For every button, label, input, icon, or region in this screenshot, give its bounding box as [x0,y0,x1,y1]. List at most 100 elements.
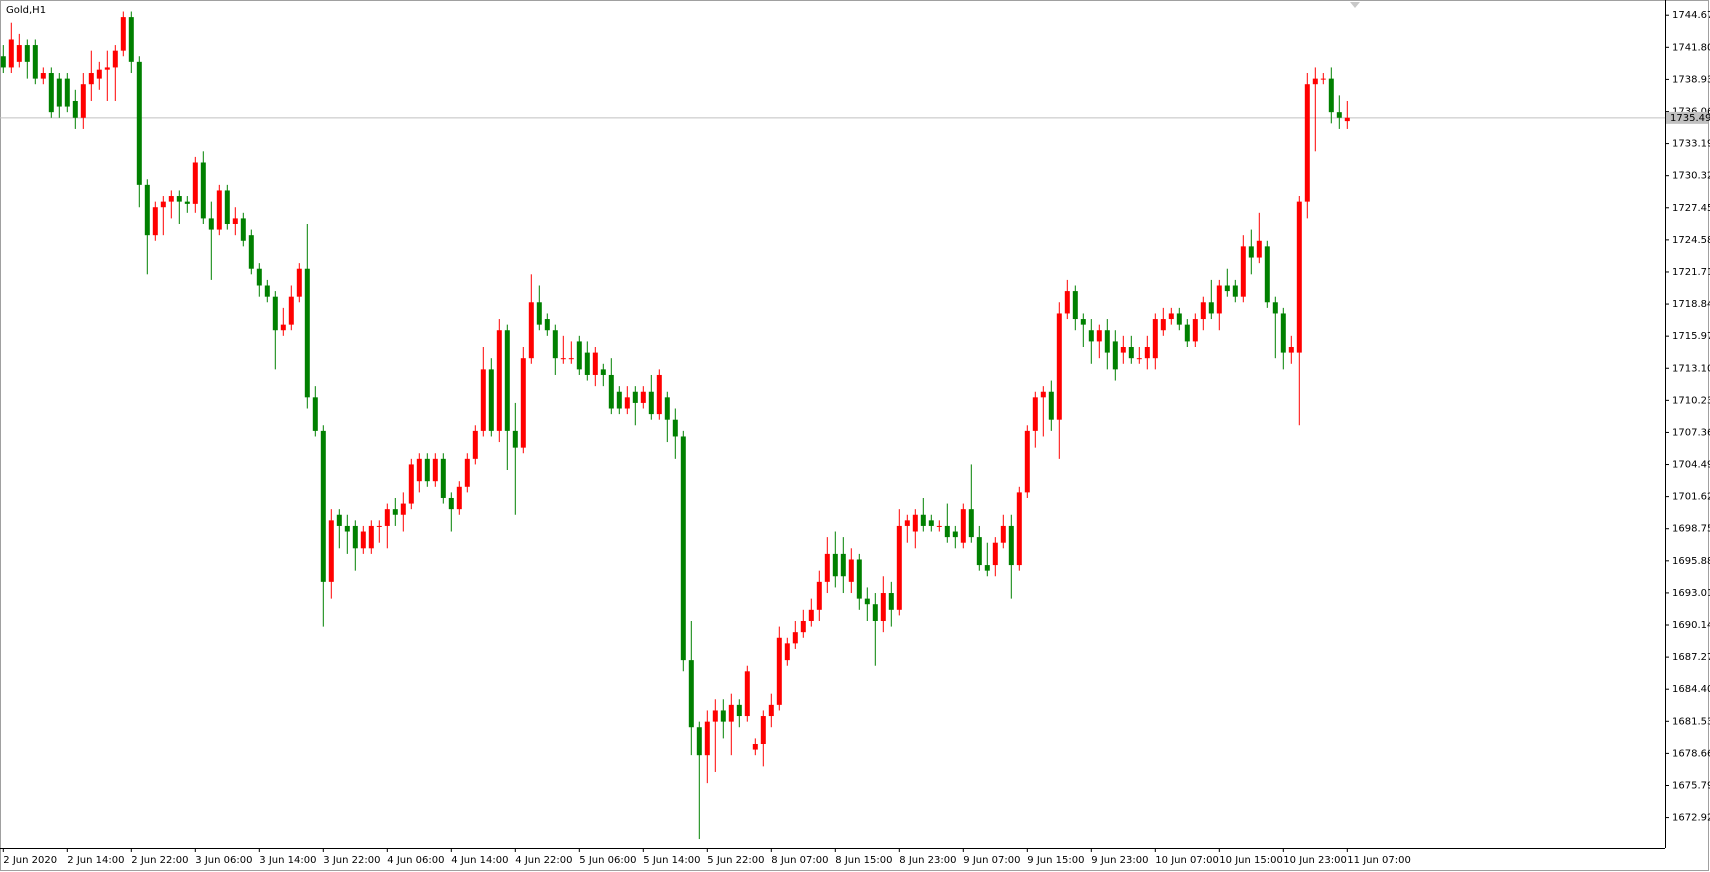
candle-body [776,637,782,705]
candle-body [320,430,326,582]
candle-body [296,268,302,297]
candle-body [160,201,166,208]
candle-body [832,553,838,577]
candle-body [544,319,550,331]
candle-body [1096,330,1102,342]
y-tick-label: 1721.71 [1672,267,1710,278]
candle-body [1344,117,1350,122]
candle-body [528,302,534,359]
candle-body [224,190,230,224]
y-tick-label: 1693.01 [1672,588,1710,599]
x-tick-label: 4 Jun 22:00 [515,855,572,866]
candle-body [304,268,310,398]
candle-body [24,45,30,62]
y-tick-label: 1730.32 [1672,171,1710,182]
candle-body [744,671,750,717]
x-tick-label: 8 Jun 23:00 [899,855,956,866]
candle-body [264,285,270,297]
candle-body [872,604,878,621]
x-tick-label: 10 Jun 07:00 [1155,855,1219,866]
candle-body [656,374,662,415]
candle-body [464,458,470,487]
candle-body [344,525,350,532]
candle-body [136,61,142,185]
candle-body [144,184,150,236]
candle-body [472,430,478,459]
candle-body [456,486,462,510]
candle-body [680,436,686,661]
candle-body [1120,347,1126,353]
candle-body [1056,313,1062,420]
y-tick-label: 1684.40 [1672,684,1710,695]
candle-body [232,218,238,224]
candle-body [672,419,678,437]
candle-body [1264,246,1270,303]
candle-body [624,397,630,409]
candle-body [864,598,870,605]
y-tick-label: 1744.67 [1672,10,1710,21]
candle-body [88,73,94,85]
candle-body [560,358,566,360]
candle-body [1296,201,1302,353]
candle-body [16,45,22,62]
candle-body [728,704,734,722]
x-tick-label: 3 Jun 06:00 [195,855,252,866]
x-tick-label: 4 Jun 06:00 [387,855,444,866]
x-tick-label: 2 Jun 14:00 [67,855,124,866]
candle-body [792,632,798,644]
candle-body [408,464,414,504]
y-tick-label: 1681.53 [1672,716,1710,727]
x-tick-label: 8 Jun 07:00 [771,855,828,866]
candle-body [0,56,6,68]
candle-body [200,162,206,219]
candle-body [928,520,934,526]
shift-marker [1350,2,1360,8]
y-tick-label: 1727.45 [1672,203,1710,214]
candle-body [440,458,446,498]
candle-body [72,100,78,118]
candle-body [704,721,710,756]
y-tick-label: 1724.58 [1672,235,1710,246]
candle-body [1320,78,1326,80]
candle-body [1176,313,1182,325]
candle-body [768,704,774,717]
candle-body [1256,240,1262,258]
candle-body [880,593,886,621]
candle-body [104,67,110,70]
candle-body [80,84,86,118]
candle-body [1232,285,1238,297]
y-tick-label: 1733.19 [1672,139,1710,150]
candle-body [808,609,814,621]
candle-body [392,509,398,515]
candle-body [984,565,990,571]
candle-body [40,73,46,79]
x-tick-label: 3 Jun 14:00 [259,855,316,866]
candle-body [192,162,198,204]
candle-body [1240,246,1246,297]
candle-body [328,520,334,582]
candle-body [152,207,158,236]
candle-body [48,73,54,113]
candle-body [696,727,702,756]
x-tick-label: 2 Jun 2020 [3,855,57,866]
candle-body [736,704,742,717]
candle-body [896,525,902,610]
candle-body [848,559,854,582]
y-tick-label: 1678.66 [1672,748,1710,759]
candle-body [904,520,910,526]
candle-body [1128,347,1134,359]
candle-body [712,710,718,722]
candle-body [912,514,918,532]
candle-body [536,302,542,325]
candle-body [360,531,366,549]
candle-body [272,296,278,331]
candle-body [1144,347,1150,359]
y-tick-label: 1698.75 [1672,524,1710,535]
candle-body [368,525,374,549]
candle-body [648,391,654,415]
y-tick-label: 1741.80 [1672,42,1710,53]
candle-body [856,559,862,599]
candle-body [1000,525,1006,543]
current-price-box [1666,111,1708,124]
